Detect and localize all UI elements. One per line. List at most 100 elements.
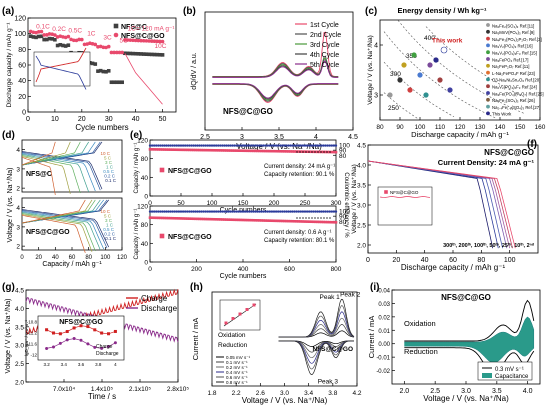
efficiency-point — [287, 210, 290, 213]
reference-point — [447, 87, 453, 93]
rate-label: 0.1C — [36, 24, 50, 31]
y-tick-label: 0.01 — [378, 329, 390, 335]
capacity-point — [177, 217, 181, 220]
reference-point — [437, 77, 443, 83]
efficiency-point — [235, 210, 239, 213]
efficiency-point — [181, 144, 185, 147]
efficiency-point — [155, 210, 158, 213]
inset-data-point — [93, 328, 97, 332]
y-tick-label: 60 — [18, 63, 26, 70]
x-tick-label: 130 — [475, 124, 486, 131]
reference-point — [407, 87, 413, 93]
y-axis-label: Voltage / V (vs. Na⁺/Na) — [351, 164, 358, 234]
capacity-point — [202, 148, 206, 152]
x-tick-label: 2.8x10⁵ — [167, 386, 190, 393]
x-tick-label: 90 — [396, 124, 404, 131]
x-axis-label: Voltage / V (vs. Na⁺/Na) — [242, 396, 328, 405]
x-tick-label: 3.0 — [461, 388, 471, 395]
capacity-point — [206, 217, 210, 221]
x-tick-label: 120 — [117, 255, 128, 261]
capacity-point — [183, 217, 187, 220]
efficiency-point — [332, 144, 336, 147]
reference-point — [423, 92, 429, 98]
efficiency-point — [266, 144, 269, 147]
capacity-point — [214, 218, 218, 221]
efficiency-point — [328, 210, 331, 213]
capacity-point — [235, 149, 239, 152]
legend-label: Na₄Fe₃(PO₄)₂P₂O₇ Ref.[3] — [492, 37, 542, 42]
subplot-label: NFS@C — [26, 171, 52, 178]
capacity-point — [235, 218, 239, 222]
efficiency-point — [289, 144, 292, 147]
efficiency-point — [266, 210, 269, 213]
y-tick-label: 0.04 — [378, 289, 390, 295]
efficiency-point — [233, 210, 236, 213]
x-tick-label: 30 — [105, 116, 113, 123]
energy-label: 250 — [388, 105, 399, 112]
capacity-point — [262, 219, 265, 222]
legend-label: Na₃V₂(PO₄)₂F₃ Ref.[15] — [492, 51, 537, 56]
capacity-point — [264, 149, 268, 153]
efficiency-point — [204, 210, 208, 213]
inset-data-point — [107, 332, 111, 336]
x-tick-label: 400 — [238, 266, 249, 273]
y-tick-label: 2 — [16, 186, 20, 193]
efficiency-point — [200, 210, 203, 213]
legend-marker — [486, 97, 490, 102]
legend-marker — [486, 50, 490, 55]
efficiency-point — [312, 210, 315, 213]
efficiency-point — [163, 210, 166, 213]
rate-label: 0.5C — [68, 27, 82, 34]
efficiency-point — [167, 144, 170, 147]
capacity-point — [324, 220, 327, 224]
capacity-point — [270, 219, 274, 223]
efficiency-point — [161, 144, 164, 147]
capacity-point — [276, 219, 280, 223]
efficiency-point — [175, 210, 179, 213]
efficiency-point — [210, 210, 214, 213]
x-axis-label: Time / s — [88, 392, 116, 401]
rate-label: 5C — [119, 38, 128, 45]
capacity-point — [175, 148, 179, 152]
inset-data-point — [65, 338, 69, 342]
rate-label: 0.2 C — [104, 232, 116, 237]
discharge-profile-line — [21, 156, 71, 194]
capacity-point — [192, 217, 195, 221]
capacity-point — [287, 219, 290, 223]
efficiency-point — [173, 144, 177, 147]
capacity-point — [161, 216, 164, 220]
inset-data-point — [238, 312, 242, 316]
efficiency-point — [159, 210, 162, 213]
reference-point — [427, 62, 433, 68]
y-tick-label: 3.5 — [357, 183, 366, 190]
legend-label: 0.3 mV s⁻¹ — [495, 367, 524, 373]
capacity-point — [252, 218, 255, 222]
y2-tick-label: 80 — [339, 153, 347, 160]
capacity-point — [221, 149, 224, 152]
y2-tick-label: 90 — [339, 148, 347, 155]
capacity-point — [218, 149, 222, 152]
inset-data-point — [45, 346, 49, 350]
panel-label: (i) — [370, 282, 379, 293]
panel-label: (h) — [190, 282, 203, 293]
y-tick-label: 40 — [141, 175, 149, 182]
efficiency-point — [279, 144, 282, 147]
efficiency-point — [169, 144, 172, 147]
x-tick-label: 200 — [191, 266, 202, 273]
x-tick-label: 3 — [240, 134, 244, 141]
legend-marker — [486, 91, 490, 95]
capacity-point — [322, 220, 325, 224]
x-tick-label: 140 — [495, 124, 506, 131]
legend-label: Na₃Fe(PO₄)(P₂O₇) Ref.[25] — [492, 91, 544, 96]
data-point-nfsc — [53, 37, 57, 42]
legend-marker — [486, 77, 490, 82]
legend-label: 1st Cycle — [310, 22, 339, 29]
capacity-point — [152, 148, 156, 151]
efficiency-point — [310, 144, 313, 147]
capacity-point — [316, 220, 319, 224]
legend-marker — [486, 36, 490, 41]
y2-tick-label: 90 — [339, 214, 347, 221]
capacity-point — [223, 149, 226, 152]
x-tick-label: 3.5 — [274, 134, 284, 141]
efficiency-point — [287, 144, 290, 147]
